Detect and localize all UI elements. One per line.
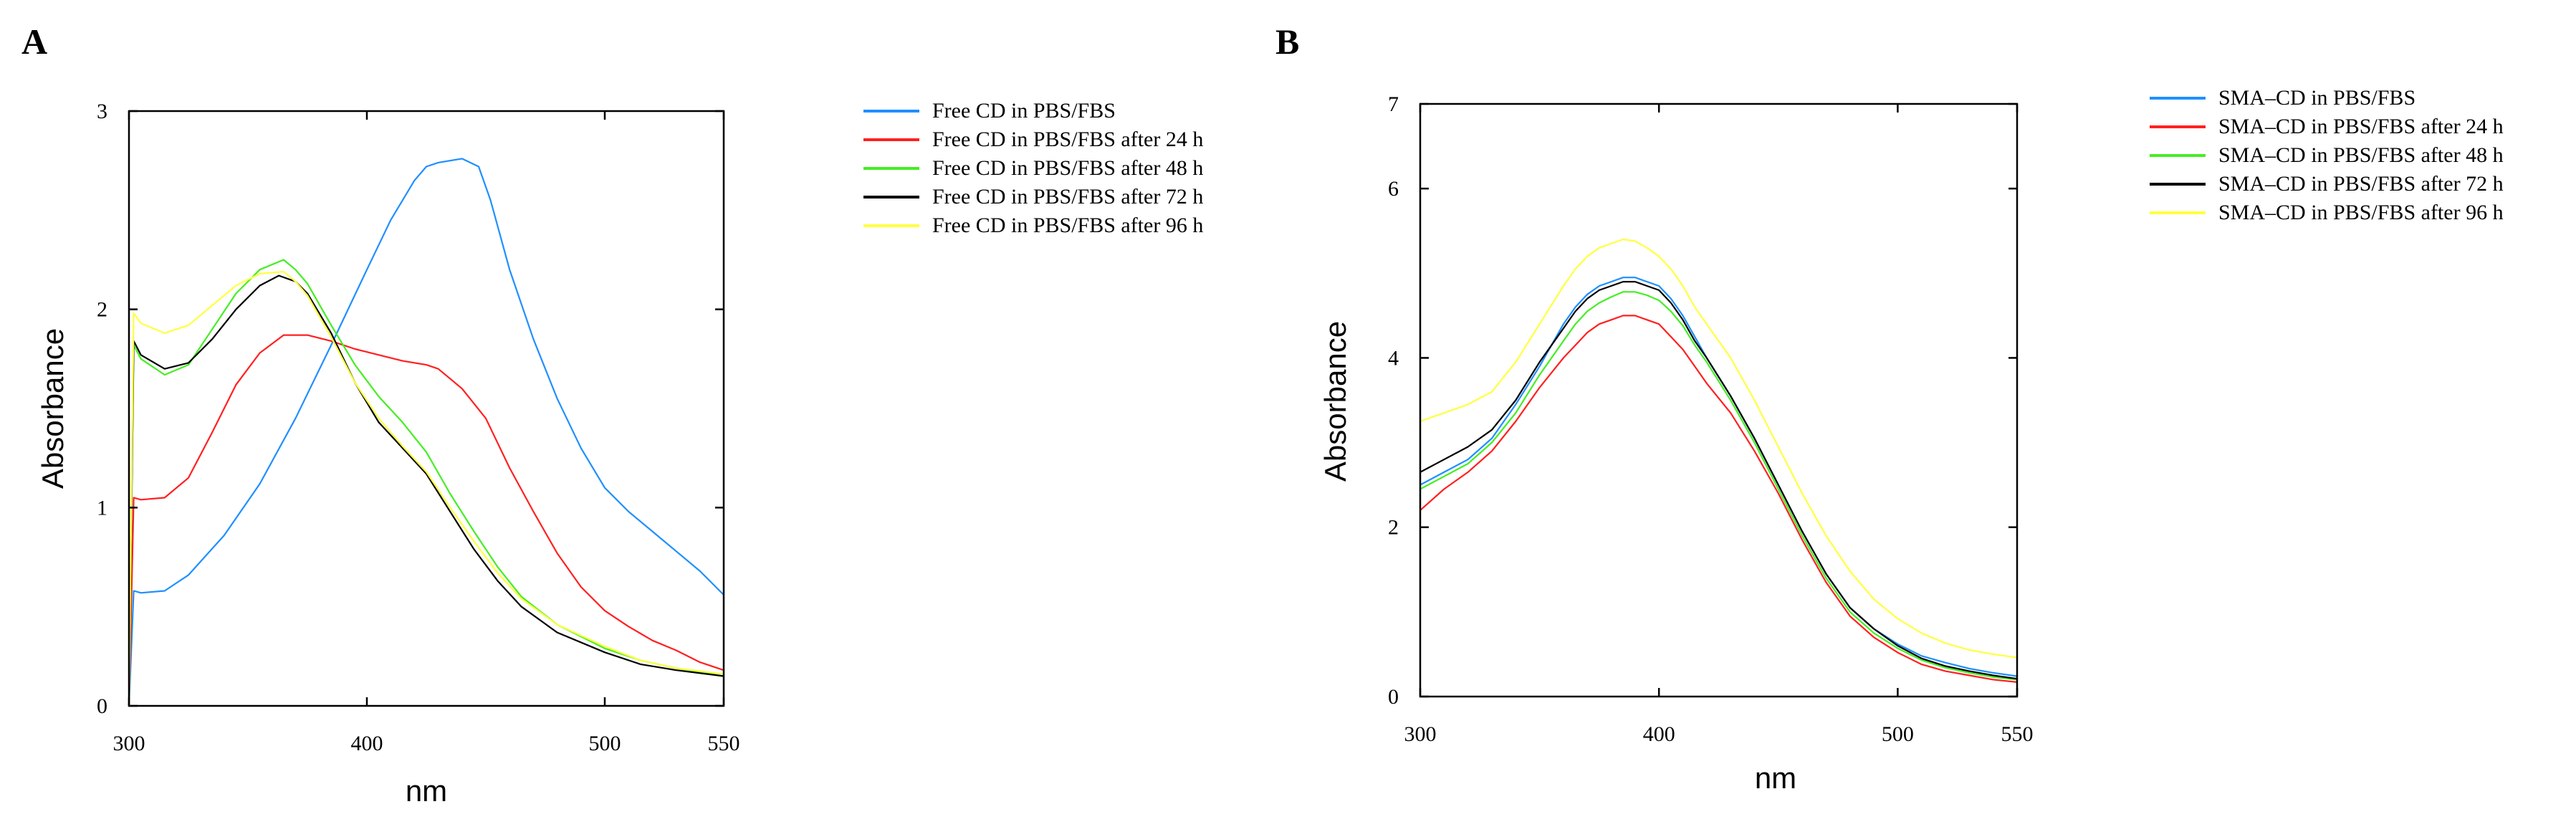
y-tick-label: 2 [97, 298, 107, 322]
legend-label: SMA–CD in PBS/FBS after 48 h [2218, 143, 2504, 167]
legend-label: SMA–CD in PBS/FBS after 96 h [2218, 201, 2504, 224]
x-tick-label: 400 [351, 732, 383, 755]
x-tick-label: 500 [1882, 722, 1914, 746]
y-tick-label: 3 [97, 100, 107, 123]
panel-b-chart: 300 400 500 550 0 2 4 6 7 Absorbance nm SMA–CD in P… [1318, 86, 2504, 795]
legend-label: Free CD in PBS/FBS [932, 99, 1116, 123]
y-tick-label: 6 [1388, 177, 1399, 201]
x-tick-label: 300 [113, 732, 145, 755]
legend-label: Free CD in PBS/FBS after 72 h [932, 185, 1203, 209]
y-axis-label: Absorbance [36, 328, 70, 489]
panel-a-chart: 300 400 500 550 0 1 2 3 Absorbance nm Free CD in P… [36, 99, 1203, 808]
x-tick-label: 300 [1404, 722, 1437, 746]
panel-b-letter: B [1275, 21, 1299, 62]
series-line-5 [1419, 238, 2018, 659]
legend-label: Free CD in PBS/FBS after 96 h [932, 214, 1203, 237]
series-line-3 [1419, 291, 2018, 681]
plot-frame [128, 110, 725, 707]
y-tick-label: 0 [97, 694, 107, 718]
x-axis-label: nm [406, 774, 447, 808]
x-tick-label: 550 [2001, 722, 2034, 746]
series-line-5 [128, 271, 724, 707]
legend-label: Free CD in PBS/FBS after 48 h [932, 156, 1203, 180]
legend-label: SMA–CD in PBS/FBS after 72 h [2218, 172, 2504, 196]
y-tick-label: 1 [97, 496, 107, 520]
legend-label: Free CD in PBS/FBS after 24 h [932, 128, 1203, 151]
series-line-1 [128, 158, 724, 707]
y-tick-label: 0 [1388, 685, 1399, 709]
plot-frame [1419, 102, 2019, 698]
series-line-4 [128, 274, 724, 707]
legend-label: SMA–CD in PBS/FBS [2218, 86, 2415, 110]
series-line-4 [1419, 281, 2018, 680]
x-tick-label: 550 [708, 732, 740, 755]
x-tick-label: 500 [589, 732, 621, 755]
y-tick-label: 4 [1388, 346, 1399, 370]
legend-label: SMA–CD in PBS/FBS after 24 h [2218, 115, 2504, 138]
y-tick-label: 7 [1388, 92, 1399, 116]
y-tick-label: 2 [1388, 516, 1399, 540]
panel-a-letter: A [21, 21, 47, 62]
series-line-1 [1419, 277, 2018, 677]
x-axis-label: nm [1755, 761, 1796, 795]
x-tick-label: 400 [1643, 722, 1675, 746]
series-line-2 [128, 334, 724, 707]
legend: Free CD in PBS/FBS Free CD in PBS/FBS aft… [863, 99, 1203, 237]
legend: SMA–CD in PBS/FBS SMA–CD in PBS/FBS after… [2150, 86, 2504, 224]
series-line-3 [128, 259, 724, 707]
series-line-2 [1419, 315, 2018, 683]
y-axis-label: Absorbance [1318, 321, 1352, 482]
